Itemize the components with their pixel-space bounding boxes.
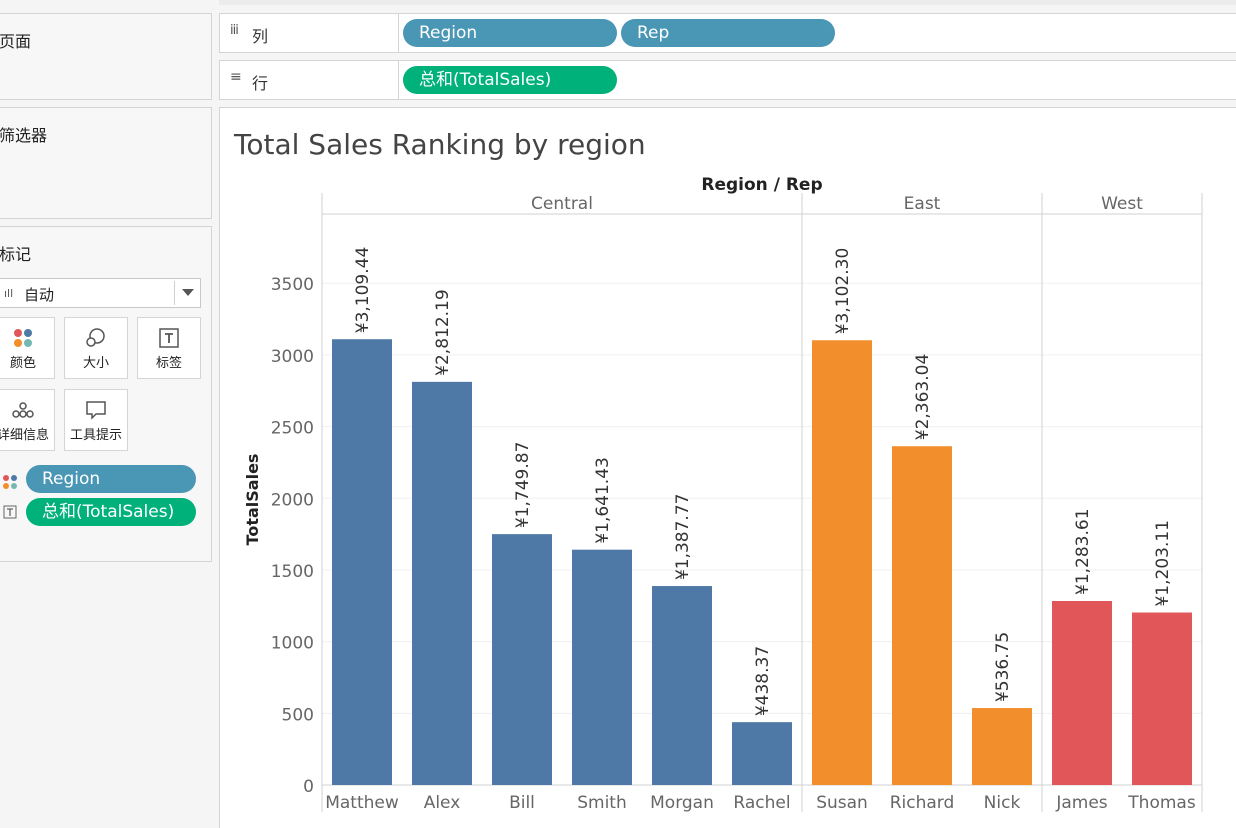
bar-data-label: ¥1,283.61 bbox=[1073, 508, 1093, 595]
region-header: West bbox=[1101, 194, 1143, 214]
y-tick-label: 1500 bbox=[271, 562, 314, 582]
columns-shelf-icon: iii bbox=[230, 23, 239, 38]
x-tick-label: Bill bbox=[509, 793, 535, 813]
filters-panel-title: 筛选器 bbox=[0, 126, 48, 145]
marks-region-pill-label: Region bbox=[42, 469, 101, 489]
y-tick-label: 0 bbox=[303, 777, 314, 797]
x-tick-label: Thomas bbox=[1127, 793, 1196, 813]
bar-data-label: ¥1,749.87 bbox=[513, 442, 533, 529]
tooltip-button-label: 工具提示 bbox=[69, 428, 122, 443]
detail-button[interactable]: 详细信息 bbox=[0, 389, 55, 451]
bar-data-label: ¥1,641.43 bbox=[593, 457, 613, 544]
marks-panel-title: 标记 bbox=[0, 245, 32, 264]
marks-totalsales-pill-label: 总和(TotalSales) bbox=[42, 502, 175, 522]
label-button-label: 标签 bbox=[155, 356, 182, 371]
marks-panel: 标记 ıll 自动 颜色 大小 标签 详细信息 bbox=[0, 226, 212, 562]
filters-panel[interactable]: 筛选器 bbox=[0, 107, 212, 219]
pages-panel[interactable]: 页面 bbox=[0, 13, 212, 100]
bar bbox=[652, 586, 712, 785]
rows-totalsales-pill[interactable]: 总和(TotalSales) bbox=[403, 66, 617, 94]
bar-data-label: ¥536.75 bbox=[993, 632, 1013, 702]
y-tick-label: 2500 bbox=[271, 419, 314, 439]
tooltip-button[interactable]: 工具提示 bbox=[64, 389, 128, 451]
size-button-label: 大小 bbox=[82, 356, 109, 371]
bar bbox=[1132, 612, 1192, 785]
bar bbox=[492, 534, 552, 785]
y-tick-label: 3500 bbox=[271, 275, 314, 295]
color-dots-icon bbox=[14, 329, 32, 347]
bar-chart: Total Sales Ranking by region Region / R… bbox=[233, 128, 1203, 813]
mark-type-value: 自动 bbox=[24, 286, 55, 304]
x-tick-label: Smith bbox=[577, 793, 627, 813]
marks-totalsales-pill[interactable]: 总和(TotalSales) bbox=[26, 498, 196, 526]
color-button[interactable]: 颜色 bbox=[0, 317, 55, 379]
chart-title: Total Sales Ranking by region bbox=[233, 128, 646, 161]
shelf-divider bbox=[398, 61, 399, 99]
bar-data-label: ¥3,102.30 bbox=[833, 248, 853, 335]
region-header: East bbox=[904, 194, 941, 214]
tooltip-bubble-icon bbox=[86, 401, 106, 420]
x-tick-label: Richard bbox=[890, 793, 955, 813]
dropdown-divider bbox=[174, 281, 175, 305]
size-button[interactable]: 大小 bbox=[64, 317, 128, 379]
worksheet-view: Total Sales Ranking by region Region / R… bbox=[219, 107, 1236, 828]
color-button-label: 颜色 bbox=[9, 356, 36, 371]
bar bbox=[972, 708, 1032, 785]
bar bbox=[812, 340, 872, 785]
marks-region-pill[interactable]: Region bbox=[26, 465, 196, 493]
bar-chart-icon: ıll bbox=[4, 287, 14, 300]
y-tick-label: 500 bbox=[282, 705, 314, 725]
bar-data-label: ¥3,109.44 bbox=[353, 247, 373, 334]
y-tick-label: 3000 bbox=[271, 347, 314, 367]
columns-region-pill-label: Region bbox=[419, 23, 478, 43]
columns-shelf-label: 列 bbox=[252, 27, 269, 46]
columns-shelf[interactable]: iii 列 Region Rep bbox=[219, 13, 1236, 53]
rows-totalsales-pill-label: 总和(TotalSales) bbox=[419, 70, 552, 90]
shelf-divider bbox=[398, 14, 399, 52]
x-tick-label: James bbox=[1055, 793, 1107, 813]
label-button[interactable]: 标签 bbox=[137, 317, 201, 379]
x-tick-label: Morgan bbox=[650, 793, 714, 813]
y-axis-label: TotalSales bbox=[243, 454, 262, 546]
top-toolbar-strip bbox=[219, 0, 1236, 5]
label-t-icon bbox=[3, 505, 17, 519]
x-tick-label: Nick bbox=[984, 793, 1021, 813]
mark-type-dropdown[interactable]: ıll 自动 bbox=[0, 278, 201, 308]
detail-dots-icon bbox=[12, 402, 34, 418]
y-tick-label: 1000 bbox=[271, 634, 314, 654]
size-circles-icon bbox=[86, 328, 105, 347]
bar-data-label: ¥2,363.04 bbox=[913, 354, 933, 441]
chevron-down-icon[interactable] bbox=[182, 289, 194, 296]
label-t-icon bbox=[159, 328, 179, 348]
detail-button-label: 详细信息 bbox=[0, 428, 49, 443]
columns-region-pill[interactable]: Region bbox=[403, 19, 617, 47]
x-tick-label: Matthew bbox=[325, 793, 399, 813]
bar-data-label: ¥1,203.11 bbox=[1153, 520, 1173, 607]
bar bbox=[332, 339, 392, 785]
header-title: Region / Rep bbox=[701, 175, 822, 195]
bar bbox=[732, 722, 792, 785]
bar-data-label: ¥438.37 bbox=[753, 646, 773, 716]
x-tick-label: Rachel bbox=[733, 793, 790, 813]
bar bbox=[412, 381, 472, 785]
bar bbox=[892, 446, 952, 785]
rows-shelf-label: 行 bbox=[252, 74, 269, 93]
rows-shelf[interactable]: ≡ 行 总和(TotalSales) bbox=[219, 60, 1236, 100]
bar-data-label: ¥2,812.19 bbox=[433, 289, 453, 376]
x-tick-label: Susan bbox=[816, 793, 868, 813]
bar bbox=[572, 549, 632, 785]
bar bbox=[1052, 600, 1112, 785]
rows-shelf-icon: ≡ bbox=[230, 69, 242, 85]
region-header: Central bbox=[531, 194, 593, 214]
columns-rep-pill[interactable]: Rep bbox=[621, 19, 835, 47]
x-tick-label: Alex bbox=[424, 793, 461, 813]
bar-data-label: ¥1,387.77 bbox=[673, 494, 693, 581]
pages-panel-title: 页面 bbox=[0, 32, 32, 51]
columns-rep-pill-label: Rep bbox=[637, 23, 670, 43]
y-tick-label: 2000 bbox=[271, 490, 314, 510]
color-dots-icon bbox=[3, 475, 17, 489]
